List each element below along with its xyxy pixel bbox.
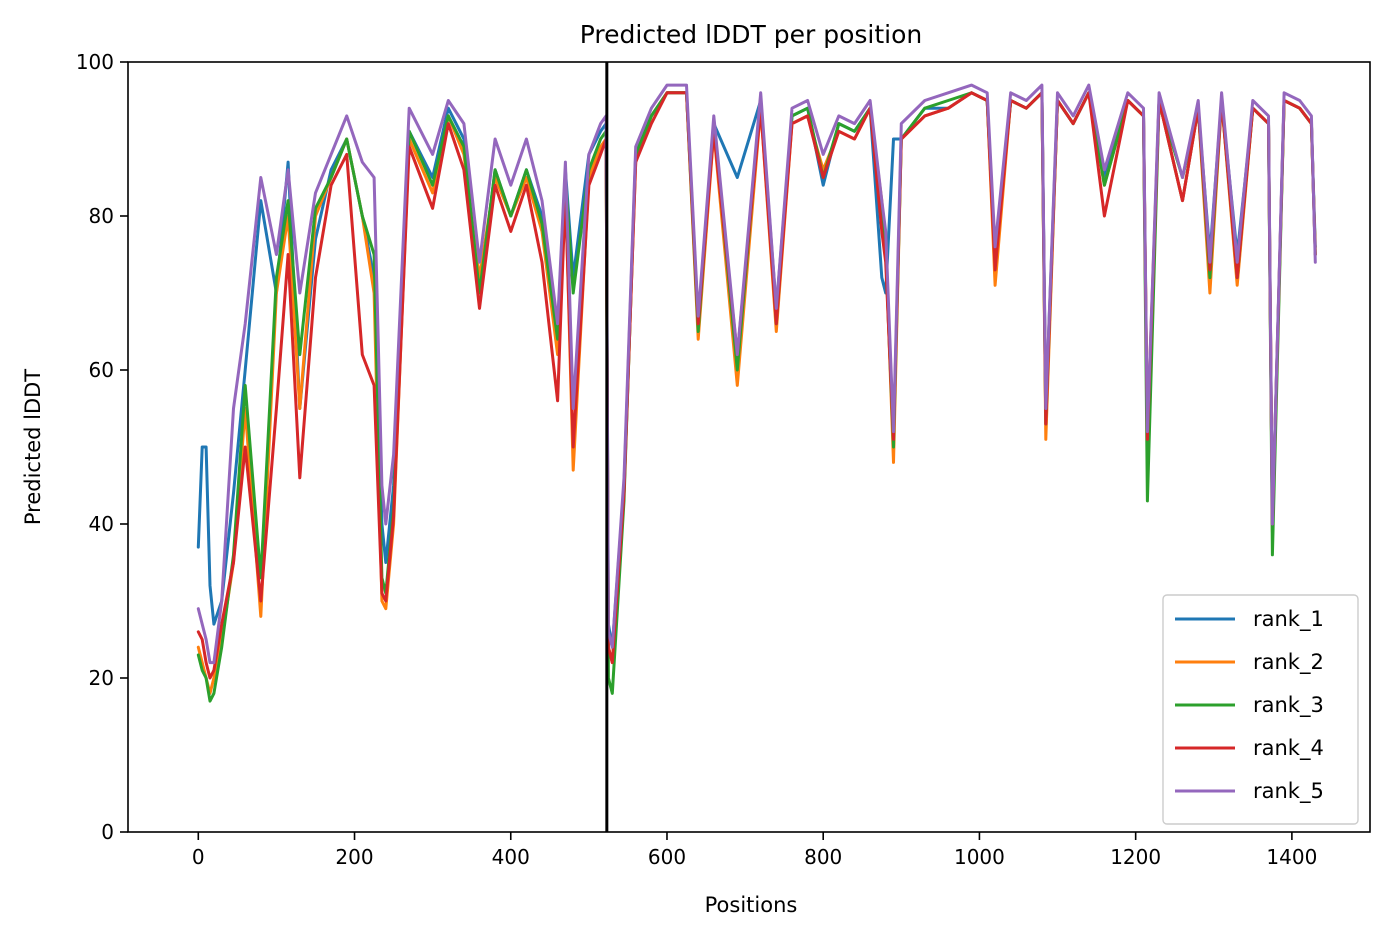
legend-label: rank_3 xyxy=(1253,693,1324,718)
y-tick-label: 20 xyxy=(89,666,114,690)
series-line-rank_5 xyxy=(196,83,1317,665)
plot-frame xyxy=(127,61,1371,833)
y-tick-label: 60 xyxy=(89,358,114,382)
y-axis-label: Predicted lDDT xyxy=(21,369,45,525)
x-tick-label: 600 xyxy=(648,845,686,869)
legend-label: rank_5 xyxy=(1253,779,1324,804)
x-tick-label: 400 xyxy=(492,845,530,869)
x-axis-label: Positions xyxy=(705,893,798,917)
x-tick-label: 200 xyxy=(335,845,373,869)
x-axis: 0 200 400 600 800 1000 1200 1400 xyxy=(192,832,1317,869)
y-tick-label: 40 xyxy=(89,512,114,536)
x-tick-label: 1400 xyxy=(1266,845,1317,869)
y-tick-label: 80 xyxy=(89,204,114,228)
y-axis: 0 20 40 60 80 100 xyxy=(76,50,128,844)
x-tick-label: 1000 xyxy=(954,845,1005,869)
plot-area xyxy=(196,62,1317,832)
legend: rank_1 rank_2 rank_3 rank_4 rank_5 xyxy=(1162,594,1359,825)
legend-label: rank_2 xyxy=(1253,650,1324,675)
x-tick-label: 800 xyxy=(804,845,842,869)
legend-label: rank_1 xyxy=(1253,607,1324,632)
x-tick-label: 1200 xyxy=(1110,845,1161,869)
y-tick-label: 100 xyxy=(76,50,114,74)
y-tick-label: 0 xyxy=(101,820,114,844)
x-tick-label: 0 xyxy=(192,845,205,869)
legend-box xyxy=(1162,594,1359,825)
chart-title: Predicted lDDT per position xyxy=(580,20,922,49)
legend-label: rank_4 xyxy=(1253,736,1324,761)
